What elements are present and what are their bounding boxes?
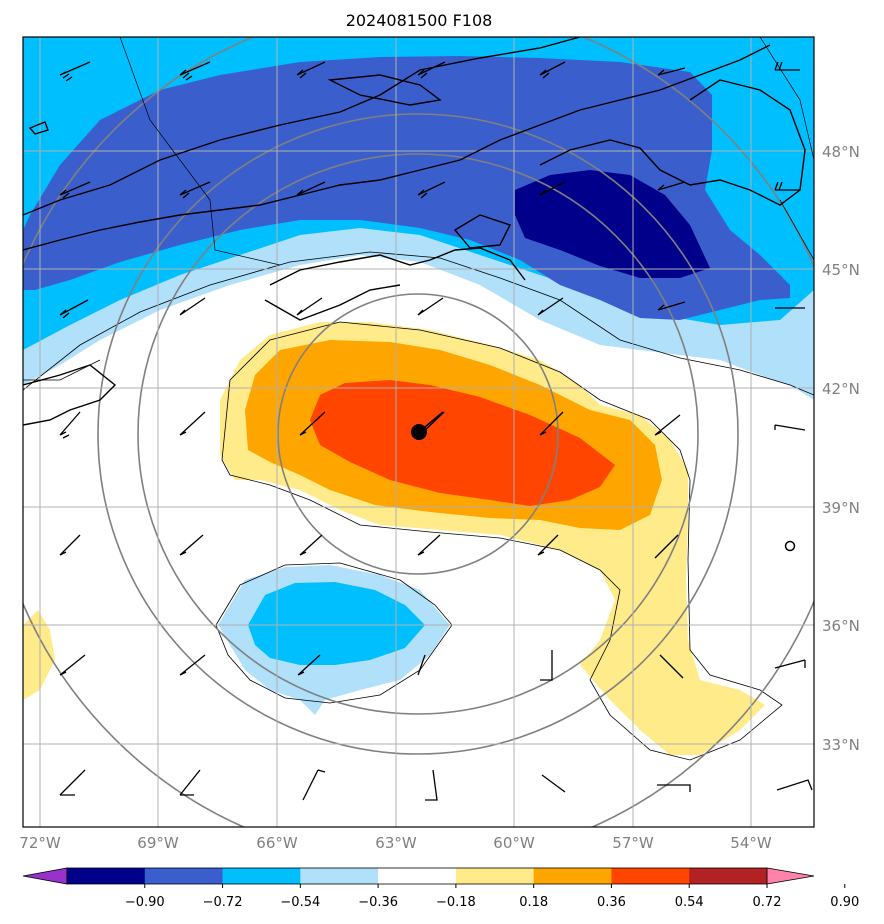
lon-label: 54°W: [730, 834, 772, 852]
shade-pos-018-west: [23, 610, 55, 700]
colorbar: −0.90 −0.72 −0.54 −0.36 −0.18 0.18 0.36 0.54 0.7…: [22, 867, 859, 910]
calm-wind-marker: [784, 540, 796, 552]
lat-label: 39°N: [822, 499, 860, 517]
lat-label: 36°N: [822, 617, 860, 635]
lat-labels: 48°N 45°N 42°N 39°N 36°N 33°N: [822, 143, 860, 754]
colorbar-segment: [300, 868, 379, 884]
colorbar-tick-label: 0.72: [753, 895, 782, 910]
gridlines: [23, 37, 814, 827]
colorbar-extend-high: [766, 867, 815, 885]
storm-center-barb: [418, 411, 444, 433]
colorbar-segment: [533, 868, 612, 884]
colorbar-tick-label: −0.90: [125, 895, 165, 910]
colorbar-tick-label: −0.72: [203, 895, 243, 910]
map-frame: [22, 36, 815, 828]
colorbar-tick-label: 0.54: [675, 895, 704, 910]
contour-neg: [23, 251, 814, 396]
colorbar-segment: [455, 868, 535, 884]
lon-label: 63°W: [375, 834, 417, 852]
colorbar-segment: [67, 868, 146, 884]
colorbar-segment: [378, 868, 457, 884]
shade-pos-054: [310, 380, 615, 506]
lat-label: 42°N: [822, 380, 860, 398]
colorbar-tick-label: 0.18: [519, 895, 548, 910]
coastlines: [23, 37, 806, 426]
colorbar-tick-label: 0.36: [597, 895, 626, 910]
lon-labels: 72°W 69°W 66°W 63°W 60°W 57°W 54°W: [19, 834, 772, 852]
lon-label: 69°W: [137, 834, 179, 852]
contour-neg-blob: [215, 562, 453, 704]
contour-pos: [221, 321, 783, 761]
colorbar-segment: [144, 868, 224, 884]
colorbar-tick-label: −0.36: [358, 895, 398, 910]
range-rings: [23, 37, 814, 827]
colorbar-frame: [66, 867, 768, 885]
map-area: [23, 37, 814, 827]
colorbar-segment: [611, 868, 690, 884]
map-title: 2024081500 F108: [346, 11, 493, 30]
lon-label: 66°W: [256, 834, 298, 852]
lat-label: 48°N: [822, 143, 860, 161]
lon-label: 57°W: [612, 834, 654, 852]
lon-label: 60°W: [493, 834, 535, 852]
wind-barbs: [59, 61, 813, 801]
colorbar-tick-label: −0.18: [436, 895, 476, 910]
colorbar-segment: [689, 868, 768, 884]
colorbar-extend-low: [22, 867, 68, 885]
colorbar-tick-label: −0.54: [280, 895, 320, 910]
borders: [23, 37, 814, 381]
lat-label: 33°N: [822, 736, 860, 754]
shade-neg-072: [515, 170, 710, 278]
lon-label: 72°W: [19, 834, 61, 852]
colorbar-segment: [222, 868, 301, 884]
shade-neg-blob-036: [248, 582, 425, 665]
colorbar-tick-label: 0.90: [830, 895, 859, 910]
lat-label: 45°N: [822, 261, 860, 279]
